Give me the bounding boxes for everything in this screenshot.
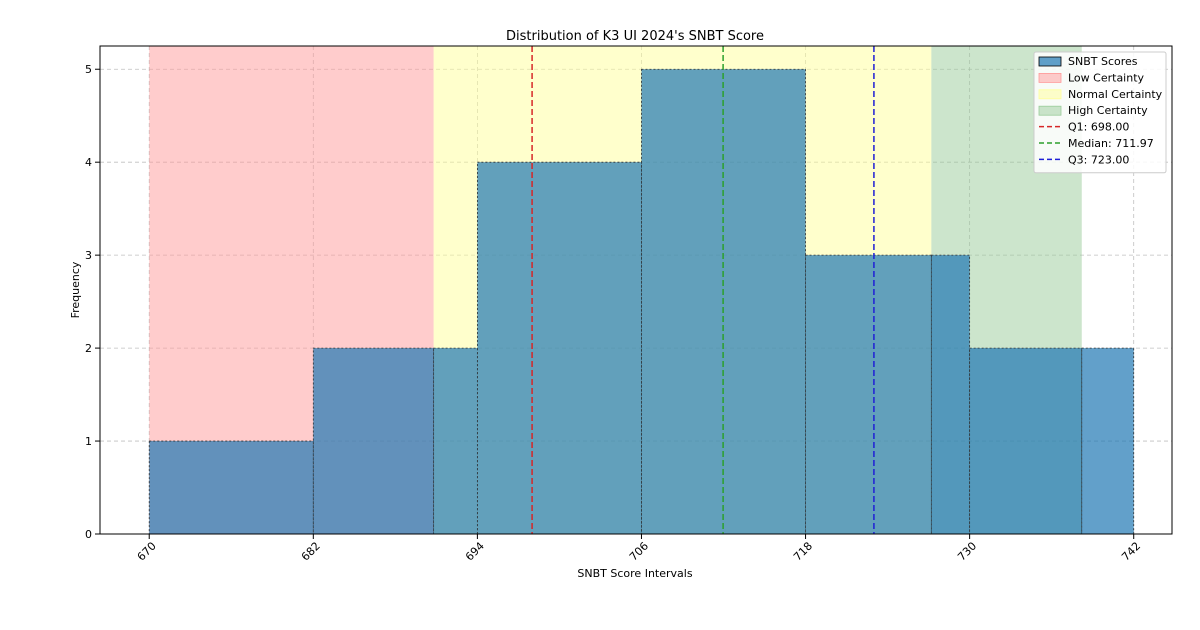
histogram-bar — [1081, 347, 1135, 535]
y-tick-label: 0 — [85, 528, 92, 541]
histogram-bar — [476, 161, 642, 535]
y-axis-label: Frequency — [69, 261, 82, 318]
legend-swatch — [1038, 56, 1062, 67]
y-tick-label: 1 — [85, 435, 92, 448]
y-tick-label: 5 — [85, 63, 92, 76]
x-tick-label: 718 — [791, 540, 815, 564]
legend-label: Low Certainty — [1068, 71, 1145, 84]
histogram-bar — [148, 440, 314, 535]
x-tick-label: 682 — [299, 540, 323, 564]
histogram-bar — [969, 347, 1083, 535]
x-tick-label: 730 — [955, 540, 979, 564]
legend-label: SNBT Scores — [1068, 55, 1138, 68]
histogram-bar — [805, 254, 932, 535]
x-axis-label: SNBT Score Intervals — [577, 567, 692, 580]
legend-label: Q1: 698.00 — [1068, 121, 1129, 134]
x-tick-label: 706 — [627, 540, 651, 564]
legend-swatch — [1038, 105, 1062, 116]
chart-title: Distribution of K3 UI 2024's SNBT Score — [506, 29, 764, 44]
legend-box — [1033, 51, 1167, 174]
legend-label: Median: 711.97 — [1068, 137, 1154, 150]
x-tick-label: 742 — [1119, 540, 1143, 564]
histogram-bar — [312, 347, 435, 535]
legend: SNBT Scores Low Certainty Normal Certainty… — [1033, 51, 1167, 174]
x-tick-label: 670 — [135, 540, 159, 564]
legend-swatch — [1038, 89, 1062, 100]
y-tick-label: 2 — [85, 342, 92, 355]
plot-area: 670 682 694 706 718 730 742 0 1 2 3 4 5 — [85, 45, 1173, 564]
legend-label: High Certainty — [1068, 104, 1148, 117]
legend-label: Normal Certainty — [1068, 88, 1163, 101]
legend-swatch — [1038, 73, 1062, 83]
legend-label: Q3: 723.00 — [1068, 153, 1129, 166]
x-tick-label: 694 — [463, 540, 487, 564]
histogram-bar — [433, 347, 478, 535]
y-tick-label: 4 — [85, 156, 92, 169]
axes-frame — [99, 45, 1173, 535]
histogram-bar — [930, 254, 971, 535]
y-tick-label: 3 — [85, 249, 92, 262]
